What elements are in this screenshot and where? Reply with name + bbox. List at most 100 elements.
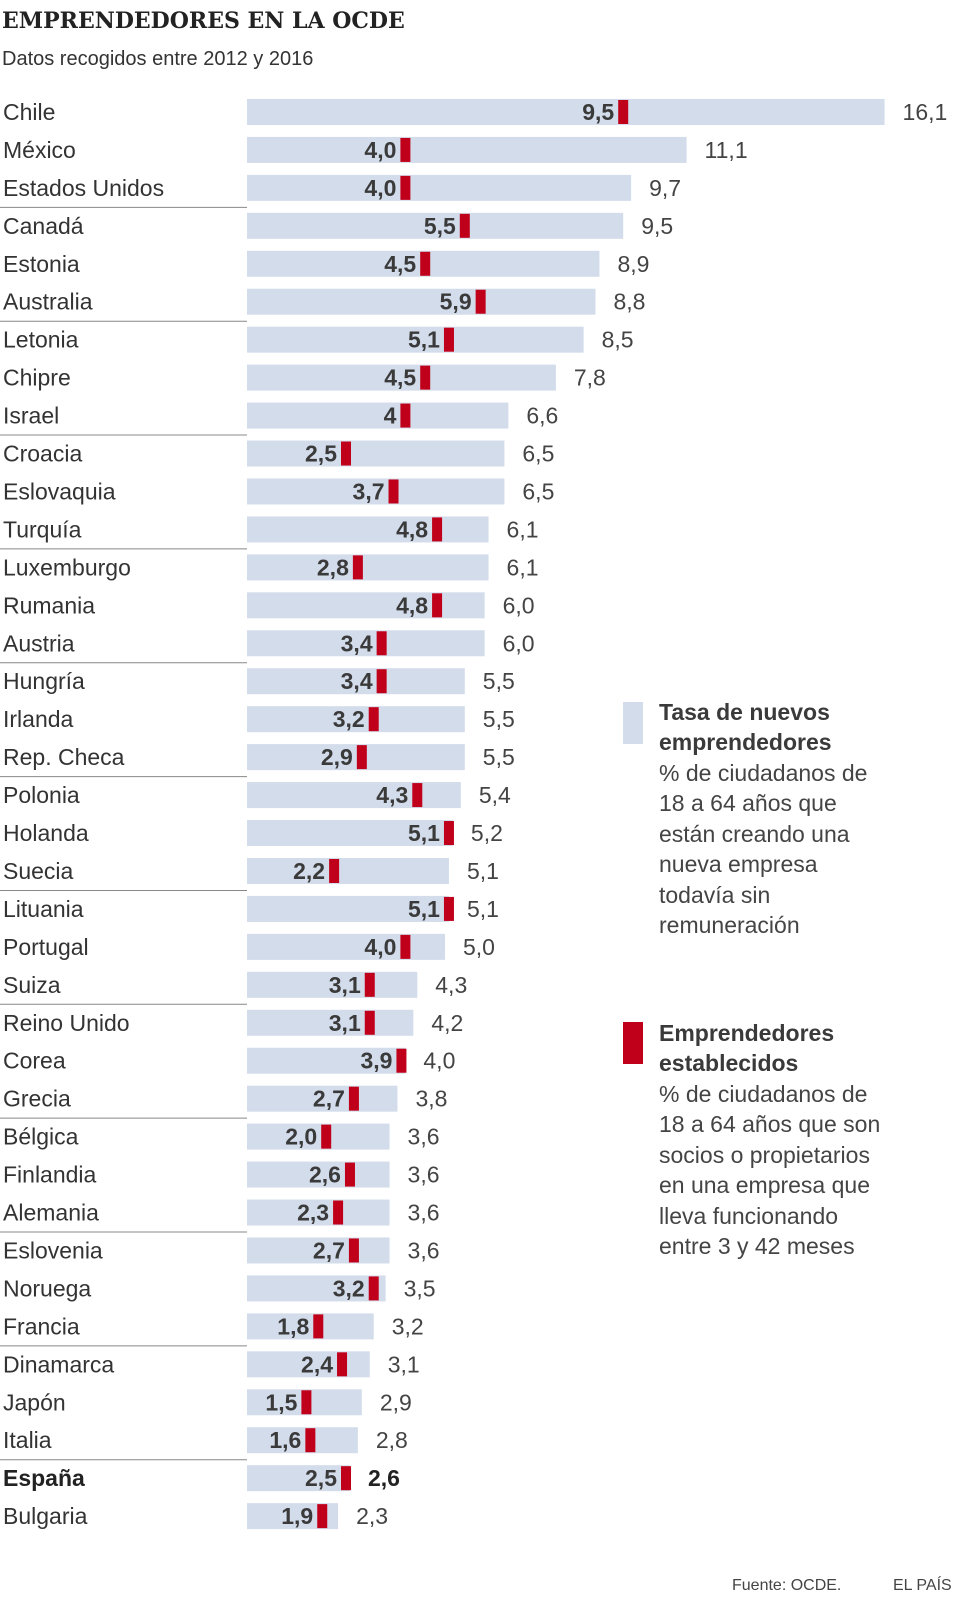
new-value-label: 5,5 — [483, 706, 515, 732]
country-label: México — [3, 137, 76, 163]
established-value-label: 1,6 — [269, 1427, 301, 1453]
country-label: Polonia — [3, 782, 80, 808]
country-label: Lituania — [3, 896, 84, 922]
legend-established-desc-2: 18 a 64 años que son — [659, 1111, 880, 1137]
established-value-label: 5,1 — [408, 896, 440, 922]
legend-new-title-1: Tasa de nuevos — [659, 699, 830, 725]
new-value-label: 6,5 — [522, 478, 554, 504]
new-entrepreneurs-bar — [247, 1161, 390, 1188]
established-value-label: 3,2 — [333, 706, 365, 732]
new-entrepreneurs-bar — [247, 1427, 358, 1454]
new-value-label: 3,6 — [408, 1124, 440, 1150]
new-value-label: 2,3 — [356, 1503, 388, 1529]
established-value-label: 1,5 — [265, 1389, 297, 1415]
country-label: Italia — [3, 1427, 52, 1453]
established-value-label: 4,8 — [396, 516, 428, 542]
established-value-label: 4,0 — [364, 137, 396, 163]
new-entrepreneurs-bar — [247, 174, 632, 201]
legend-established-desc-1: % de ciudadanos de — [659, 1081, 867, 1107]
established-value-label: 2,2 — [293, 858, 325, 884]
new-value-label: 9,5 — [641, 213, 673, 239]
new-entrepreneurs-bar — [247, 364, 556, 391]
established-marker — [443, 327, 454, 352]
new-value-label: 3,6 — [408, 1237, 440, 1263]
established-marker — [459, 213, 470, 238]
established-marker — [396, 1048, 407, 1073]
new-entrepreneurs-bar — [247, 554, 489, 581]
country-label: Holanda — [3, 820, 89, 846]
new-value-label: 9,7 — [649, 175, 681, 201]
established-marker — [420, 365, 431, 390]
new-entrepreneurs-bar — [247, 668, 465, 695]
established-value-label: 1,8 — [277, 1313, 309, 1339]
country-label: Eslovaquia — [3, 478, 116, 504]
legend-new-swatch — [623, 702, 643, 744]
new-value-label: 7,8 — [574, 365, 606, 391]
new-entrepreneurs-bar — [247, 136, 687, 163]
new-value-label: 11,1 — [705, 137, 748, 163]
country-label: Eslovenia — [3, 1237, 103, 1263]
new-value-label: 3,1 — [388, 1351, 420, 1377]
new-value-label: 6,6 — [526, 403, 558, 429]
new-value-label: 6,1 — [507, 554, 539, 580]
new-entrepreneurs-bar — [247, 440, 505, 467]
country-label: Bulgaria — [3, 1503, 88, 1529]
established-value-label: 2,0 — [285, 1124, 317, 1150]
new-value-label: 2,6 — [368, 1465, 400, 1491]
new-entrepreneurs-bar — [247, 857, 449, 884]
new-value-label: 6,0 — [503, 592, 535, 618]
established-marker — [368, 707, 379, 732]
legend: Tasa de nuevos emprendedores % de ciudad… — [623, 699, 880, 1259]
country-label: Corea — [3, 1048, 66, 1074]
new-value-label: 6,1 — [507, 516, 539, 542]
new-value-label: 4,2 — [431, 1010, 463, 1036]
established-marker — [376, 669, 387, 694]
established-value-label: 3,9 — [360, 1048, 392, 1074]
new-value-label: 5,4 — [479, 782, 511, 808]
established-marker — [400, 934, 411, 959]
country-label: Francia — [3, 1313, 80, 1339]
new-value-label: 6,0 — [503, 630, 535, 656]
established-marker — [305, 1428, 316, 1453]
country-label: España — [3, 1465, 85, 1491]
new-value-label: 6,5 — [522, 441, 554, 467]
established-value-label: 5,5 — [424, 213, 456, 239]
established-value-label: 3,1 — [329, 972, 361, 998]
new-entrepreneurs-bar — [247, 971, 418, 998]
legend-established-title-1: Emprendedores — [659, 1020, 834, 1046]
new-entrepreneurs-bar — [247, 744, 465, 771]
new-value-label: 2,9 — [380, 1389, 412, 1415]
established-marker — [443, 821, 454, 846]
country-label: Suecia — [3, 858, 74, 884]
legend-established-desc-4: en una empresa que — [659, 1172, 870, 1198]
established-marker — [432, 517, 443, 542]
new-entrepreneurs-bar — [247, 706, 465, 733]
country-label: Noruega — [3, 1275, 91, 1301]
established-value-label: 4,8 — [396, 592, 428, 618]
established-value-label: 4,5 — [384, 365, 416, 391]
established-marker — [364, 1010, 375, 1035]
new-value-label: 8,9 — [617, 251, 649, 277]
established-marker — [329, 858, 340, 883]
established-marker — [341, 441, 351, 466]
new-entrepreneurs-bar — [247, 402, 509, 429]
established-value-label: 4,5 — [384, 251, 416, 277]
legend-established-swatch — [623, 1022, 643, 1064]
country-label: Canadá — [3, 213, 84, 239]
country-label: Japón — [3, 1389, 66, 1415]
chart-title: EMPRENDEDORES EN LA OCDE — [2, 8, 405, 34]
legend-new-title-2: emprendedores — [659, 729, 832, 755]
established-marker — [475, 289, 486, 314]
country-label: Suiza — [3, 972, 61, 998]
country-label: Alemania — [3, 1200, 99, 1226]
established-marker — [400, 137, 411, 162]
country-label: Hungría — [3, 668, 85, 694]
country-label: Croacia — [3, 441, 82, 467]
legend-new-desc-4: nueva empresa — [659, 851, 818, 877]
established-marker — [301, 1390, 312, 1415]
new-value-label: 2,8 — [376, 1427, 408, 1453]
established-marker — [317, 1504, 328, 1529]
established-marker — [400, 175, 411, 200]
country-label: Irlanda — [3, 706, 74, 732]
